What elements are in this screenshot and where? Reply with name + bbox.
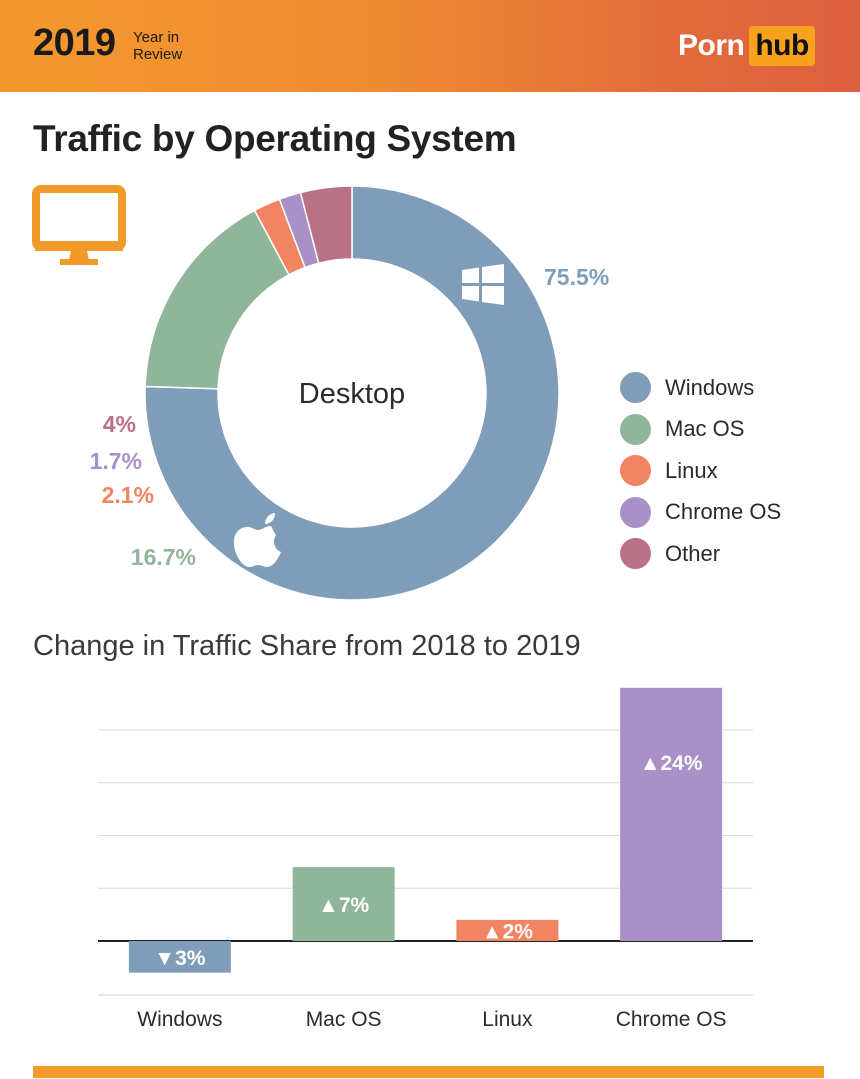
bar-category-label-chrome-os: Chrome OS — [616, 1008, 727, 1031]
footer-accent-bar — [33, 1066, 824, 1078]
legend-swatch — [620, 372, 651, 404]
donut-legend: Windows Mac OS Linux Chrome OS Other — [620, 367, 781, 575]
bar-value-label-mac-os: ▲7% — [318, 894, 369, 917]
legend-label: Chrome OS — [665, 499, 782, 525]
legend-item-other: Other — [620, 533, 781, 575]
donut-value-label-other: 4% — [103, 411, 136, 437]
bar-mac-os — [292, 867, 395, 941]
header-tagline-line2: Review — [133, 46, 183, 63]
header-tagline: Year in Review — [133, 29, 182, 63]
bar-value-label-linux: ▲2% — [482, 920, 533, 943]
legend-item-mac-os: Mac OS — [620, 409, 781, 451]
header-year: 2019 — [33, 22, 116, 64]
header-banner: 2019 Year in Review Porn hub — [0, 0, 860, 92]
donut-value-label-linux: 2.1% — [102, 482, 154, 508]
donut-center-label: Desktop — [299, 378, 405, 410]
brand-logo[interactable]: Porn hub — [678, 26, 815, 66]
legend-swatch — [620, 496, 651, 528]
legend-swatch — [620, 413, 651, 445]
legend-label: Linux — [665, 457, 718, 483]
bar-category-label-linux: Linux — [482, 1008, 533, 1031]
legend-item-linux: Linux — [620, 450, 781, 492]
logo-text-part2: hub — [749, 26, 815, 66]
legend-swatch — [620, 455, 651, 487]
windows-logo-icon — [462, 264, 504, 305]
donut-value-label-mac-os: 16.7% — [131, 544, 196, 570]
donut-chart: 75.5% 16.7% 2.1% 1.7% 4% Desktop — [90, 185, 609, 601]
bar-value-label-windows: ▼3% — [154, 947, 205, 970]
apple-logo-icon — [233, 513, 281, 567]
bar-category-label-windows: Windows — [137, 1008, 222, 1031]
legend-item-chrome-os: Chrome OS — [620, 492, 781, 534]
bar-linux — [456, 919, 559, 941]
legend-swatch — [620, 538, 651, 570]
bar-windows — [128, 941, 231, 973]
legend-label: Windows — [665, 374, 755, 400]
bar-chrome-os — [620, 687, 723, 941]
legend-label: Other — [665, 540, 721, 566]
donut-slice-windows — [144, 185, 560, 601]
donut-slice-other — [299, 185, 353, 265]
bar-chart-title: Change in Traffic Share from 2018 to 201… — [33, 630, 581, 662]
legend-label: Mac OS — [665, 416, 745, 442]
logo-text-part1: Porn — [678, 29, 745, 62]
donut-value-label-chrome-os: 1.7% — [90, 448, 142, 474]
donut-value-label-windows: 75.5% — [544, 264, 609, 290]
bar-category-label-mac-os: Mac OS — [306, 1008, 382, 1031]
legend-item-windows: Windows — [620, 367, 781, 409]
header-tagline-line1: Year in — [133, 29, 180, 46]
desktop-monitor-icon — [32, 185, 126, 265]
page-title: Traffic by Operating System — [33, 118, 517, 159]
bar-value-label-chrome-os: ▲24% — [640, 752, 703, 775]
